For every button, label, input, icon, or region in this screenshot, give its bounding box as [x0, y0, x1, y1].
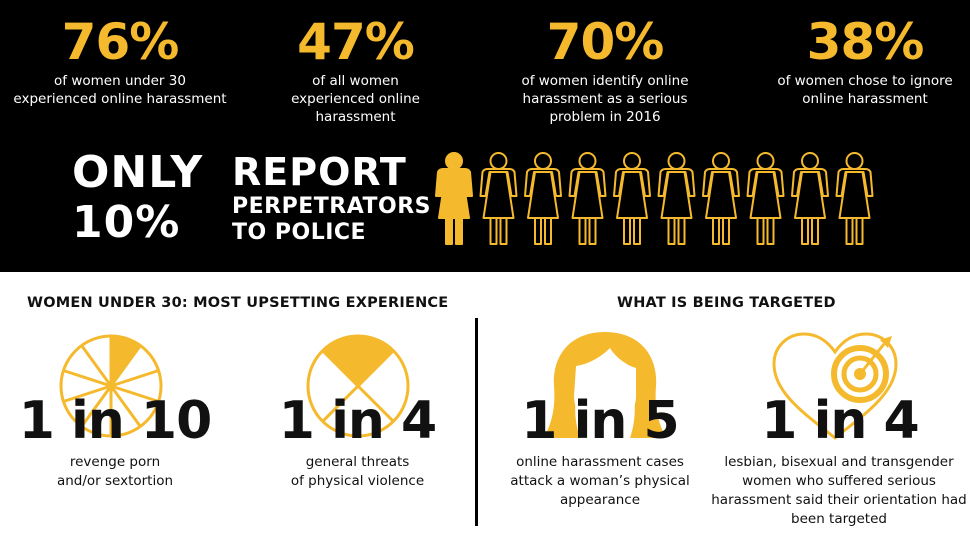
- stat-value: 47%: [297, 13, 415, 71]
- woman-figure: [524, 152, 562, 245]
- caption-physical-threats: general threats of physical violence: [290, 454, 425, 489]
- stat-value: 38%: [806, 13, 925, 71]
- section-title-right: WHAT IS BEING TARGETED: [617, 295, 836, 311]
- stat-desc: of all women experienced online harassme…: [291, 73, 420, 125]
- stat-70: 70% of women identify online harassment …: [490, 14, 720, 126]
- stat-value: 70%: [546, 13, 665, 71]
- woman-figure: [791, 152, 829, 245]
- woman-figure: [613, 152, 651, 245]
- ratio-physical-threats: 1 in 4: [278, 391, 437, 451]
- woman-figure: [568, 152, 607, 245]
- woman-hair-icon: [544, 332, 666, 438]
- woman-figure: [702, 152, 740, 245]
- woman-figure: [746, 152, 785, 245]
- stat-desc: of women chose to ignore online harassme…: [777, 73, 953, 107]
- pie-one-tenth-icon: [59, 334, 163, 438]
- divider: [475, 318, 478, 526]
- woman-figure: [479, 152, 518, 245]
- pie-one-quarter-icon: [306, 334, 410, 438]
- stat-76: 76% of women under 30 experienced online…: [0, 14, 240, 108]
- caption-revenge-porn: revenge porn and/or sextortion: [56, 454, 174, 489]
- heart-target-icon: [772, 332, 898, 440]
- stat-38: 38% of women chose to ignore online hara…: [760, 14, 970, 108]
- stat-47: 47% of all women experienced online hara…: [243, 14, 468, 126]
- woman-figure: [657, 152, 696, 245]
- stat-value: 76%: [61, 13, 180, 71]
- stat-desc: of women identify online harassment as a…: [521, 73, 689, 125]
- caption-orientation: lesbian, bisexual and transgender women …: [711, 454, 967, 527]
- woman-figure: [435, 152, 473, 245]
- ratio-revenge-porn: 1 in 10: [18, 391, 213, 451]
- only-10-percent: ONLY 10%: [72, 147, 204, 248]
- section-title-left: WOMEN UNDER 30: MOST UPSETTING EXPERIENC…: [27, 295, 449, 311]
- stat-desc: of women under 30 experienced online har…: [13, 73, 227, 107]
- caption-appearance: online harassment cases attack a woman’s…: [510, 454, 690, 508]
- ratio-orientation: 1 in 4: [761, 391, 919, 451]
- ratio-appearance: 1 in 5: [521, 391, 679, 451]
- report-to-police: REPORT PERPETRATORS TO POLICE: [232, 150, 432, 245]
- women-pictogram: [435, 152, 874, 245]
- woman-figure: [835, 152, 874, 245]
